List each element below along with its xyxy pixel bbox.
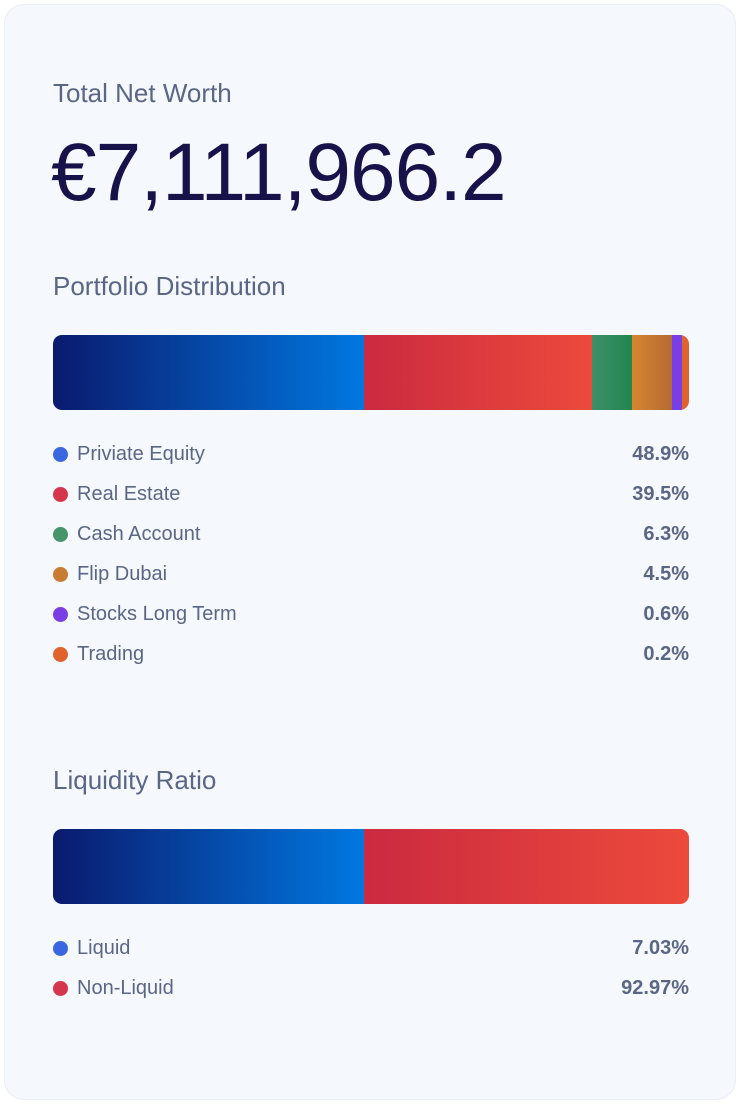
legend-label: Cash Account bbox=[77, 522, 201, 545]
legend-label: Priviate Equity bbox=[77, 442, 205, 465]
legend-item-stocks-long-term: Stocks Long Term 0.6% bbox=[53, 594, 689, 634]
legend-item-cash-account: Cash Account 6.3% bbox=[53, 514, 689, 554]
net-worth-label: Total Net Worth bbox=[53, 78, 232, 108]
legend-percent: 0.6% bbox=[643, 602, 689, 625]
net-worth-value: €7,111,966.2 bbox=[51, 127, 507, 218]
bar-segment-flip-dubai bbox=[631, 335, 672, 410]
legend-label: Real Estate bbox=[77, 482, 181, 505]
legend-percent: 48.9% bbox=[632, 442, 689, 465]
legend-dot-icon bbox=[53, 526, 68, 542]
bar-segment-non-liquid bbox=[364, 829, 689, 904]
bar-segment-liquid bbox=[53, 829, 364, 904]
bar-segment-stocks-long-term bbox=[671, 335, 682, 410]
legend-percent: 4.5% bbox=[643, 562, 689, 585]
legend-label: Liquid bbox=[77, 936, 131, 959]
legend-item-real-estate: Real Estate 39.5% bbox=[53, 474, 689, 514]
legend-dot-icon bbox=[53, 646, 68, 662]
portfolio-distribution-bar bbox=[53, 335, 689, 410]
legend-item-flip-dubai: Flip Dubai 4.5% bbox=[53, 554, 689, 594]
portfolio-distribution-title: Portfolio Distribution bbox=[53, 271, 286, 301]
legend-percent: 7.03% bbox=[632, 936, 689, 959]
legend-dot-icon bbox=[53, 446, 68, 462]
bar-segment-real-estate bbox=[364, 335, 592, 410]
legend-percent: 0.2% bbox=[643, 642, 689, 665]
legend-label: Non-Liquid bbox=[77, 976, 174, 999]
liquidity-ratio-bar bbox=[53, 829, 689, 904]
legend-item-liquid: Liquid 7.03% bbox=[53, 928, 689, 968]
legend-dot-icon bbox=[53, 940, 68, 956]
legend-item-trading: Trading 0.2% bbox=[53, 634, 689, 674]
bar-segment-priviate-equity bbox=[53, 335, 364, 410]
bar-segment-cash-account bbox=[591, 335, 632, 410]
legend-label: Flip Dubai bbox=[77, 562, 168, 585]
legend-dot-icon bbox=[53, 566, 68, 582]
legend-dot-icon bbox=[53, 486, 68, 502]
legend-percent: 6.3% bbox=[643, 522, 689, 545]
legend-label: Trading bbox=[77, 642, 145, 665]
portfolio-distribution-legend: Priviate Equity 48.9% Real Estate 39.5% Cash… bbox=[53, 434, 689, 674]
legend-dot-icon bbox=[53, 980, 68, 996]
legend-percent: 39.5% bbox=[632, 482, 689, 505]
net-worth-card: Total Net Worth €7,111,966.2 Portfolio D… bbox=[4, 4, 736, 1100]
liquidity-ratio-title: Liquidity Ratio bbox=[53, 765, 217, 795]
legend-percent: 92.97% bbox=[621, 976, 689, 999]
legend-item-priviate-equity: Priviate Equity 48.9% bbox=[53, 434, 689, 474]
legend-item-non-liquid: Non-Liquid 92.97% bbox=[53, 968, 689, 1008]
legend-label: Stocks Long Term bbox=[77, 602, 237, 625]
bar-segment-trading bbox=[681, 335, 689, 410]
legend-dot-icon bbox=[53, 606, 68, 622]
liquidity-ratio-legend: Liquid 7.03% Non-Liquid 92.97% bbox=[53, 928, 689, 1008]
